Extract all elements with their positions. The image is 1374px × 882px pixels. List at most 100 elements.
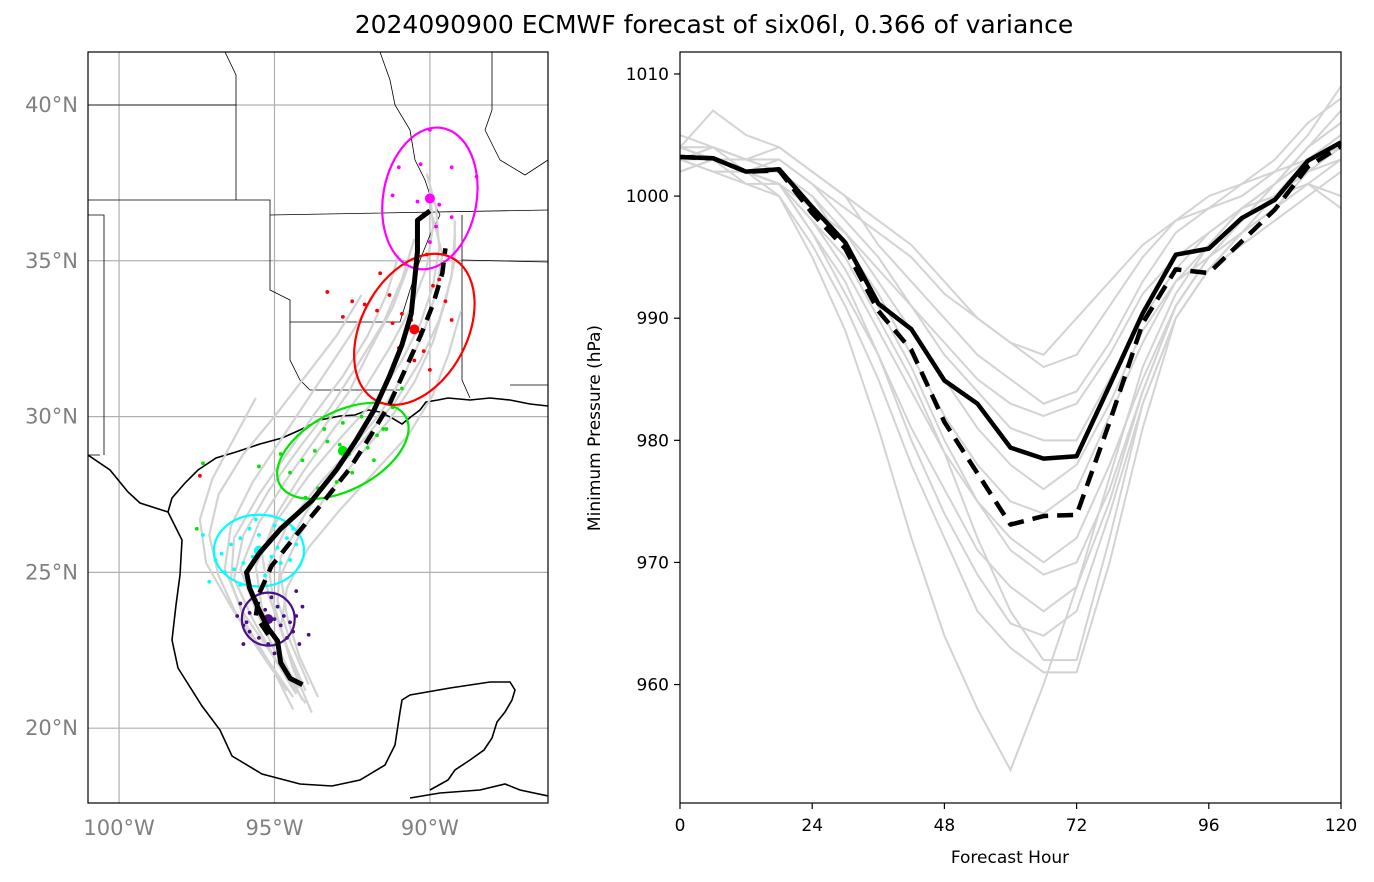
- member-point-24h: [278, 623, 283, 628]
- member-point-48h: [285, 536, 289, 541]
- member-point-120h: [427, 240, 432, 244]
- member-point-24h: [306, 632, 311, 637]
- member-point-96h: [449, 318, 454, 322]
- ensemble-pressure-line: [680, 134, 1341, 369]
- member-point-48h: [275, 545, 280, 550]
- ensemble-pressure-lines: [680, 85, 1341, 773]
- member-point-24h: [275, 604, 280, 609]
- map-borders: [88, 52, 548, 456]
- member-point-96h: [400, 311, 404, 316]
- map-gridlines: [88, 52, 548, 803]
- y-tick-label: 960: [637, 676, 669, 696]
- ellipse-center-96h: [409, 324, 420, 335]
- ensemble-pressure-line: [680, 134, 1341, 442]
- x-tick-label: 96: [1198, 816, 1220, 836]
- ensemble-pressure-line: [680, 158, 1341, 662]
- ensemble-pressure-line: [680, 146, 1341, 674]
- member-point-120h: [437, 202, 442, 207]
- member-point-96h: [443, 299, 448, 304]
- member-point-24h: [272, 617, 277, 622]
- ellipse-72h: [276, 401, 410, 501]
- x-tick-label: 0: [675, 816, 686, 836]
- member-point-120h: [396, 165, 401, 170]
- member-point-96h: [412, 358, 417, 363]
- figure-title: 2024090900 ECMWF forecast of six06l, 0.3…: [354, 10, 1074, 39]
- map-y-tick-label: 30°N: [25, 405, 78, 429]
- member-point-48h: [247, 526, 252, 531]
- dashed-pressure-line: [680, 144, 1341, 527]
- member-point-48h: [253, 517, 258, 522]
- member-point-48h: [201, 533, 205, 537]
- x-tick-label: 72: [1066, 816, 1088, 836]
- map-y-tick-label: 35°N: [25, 249, 78, 273]
- member-point-48h: [288, 558, 292, 562]
- map-x-tick-label: 100°W: [83, 816, 155, 840]
- map-coastlines: [88, 397, 548, 799]
- state-border-10: [484, 129, 548, 176]
- state-border-1: [88, 199, 548, 216]
- member-point-24h: [241, 642, 246, 646]
- gulf-coastline: [88, 454, 516, 791]
- member-point-72h: [365, 445, 370, 450]
- member-point-24h: [269, 595, 274, 600]
- member-point-48h: [207, 579, 212, 584]
- y-tick-label: 970: [637, 553, 669, 573]
- timeseries-frame: [679, 51, 1342, 804]
- map-y-tick-label: 25°N: [25, 560, 78, 584]
- forecast-tracks: [244, 208, 448, 687]
- member-point-72h: [201, 461, 205, 466]
- member-point-72h: [257, 464, 261, 469]
- y-axis-label: Minimum Pressure (hPa): [585, 325, 605, 531]
- member-point-96h: [197, 473, 202, 478]
- member-point-24h: [238, 601, 243, 606]
- track-map-panel: 100°W 95°W 90°W 20°N 25°N 30°N 35°N 40°N: [25, 51, 549, 840]
- state-border-9: [461, 259, 548, 263]
- x-tick-label: 48: [934, 816, 956, 836]
- ensemble-track: [229, 254, 400, 711]
- member-point-24h: [272, 651, 277, 656]
- member-point-48h: [263, 573, 268, 578]
- x-tick-label: 120: [1325, 816, 1357, 836]
- solid-pressure-line: [680, 140, 1341, 461]
- ensemble-pressure-line: [680, 158, 1341, 613]
- y-tick-label: 980: [637, 431, 669, 451]
- y-tick-label: 1000: [626, 187, 669, 207]
- member-point-24h: [294, 589, 299, 593]
- ensemble-track: [260, 189, 435, 682]
- ensemble-track: [279, 220, 456, 698]
- x-tick-label: 24: [801, 816, 823, 836]
- y-tick-label: 1010: [626, 65, 669, 85]
- member-point-96h: [325, 290, 330, 294]
- member-point-72h: [300, 458, 305, 463]
- member-point-24h: [263, 607, 268, 612]
- member-point-120h: [449, 165, 454, 170]
- ensemble-track: [198, 397, 288, 692]
- member-point-120h: [434, 224, 439, 229]
- member-point-24h: [235, 614, 240, 618]
- state-border-11: [484, 52, 493, 131]
- member-point-96h: [431, 283, 435, 288]
- member-point-48h: [269, 554, 274, 559]
- member-point-120h: [418, 162, 423, 167]
- ensemble-pressure-line: [680, 158, 1341, 515]
- member-point-48h: [278, 561, 283, 565]
- state-border-5: [88, 52, 237, 106]
- ensemble-member-positions: [194, 128, 479, 656]
- member-point-24h: [288, 620, 292, 625]
- ensemble-pressure-line: [680, 146, 1341, 637]
- map-axis-ticks: 100°W 95°W 90°W 20°N 25°N 30°N 35°N 40°N: [25, 93, 459, 840]
- ensemble-pressure-line: [680, 134, 1341, 576]
- member-point-48h: [272, 523, 277, 528]
- map-x-tick-label: 90°W: [401, 816, 459, 840]
- ensemble-pressure-line: [680, 158, 1341, 417]
- timeseries-axis-ticks: 0 24 48 72 96 120 960 970 980 990 1000 1010: [626, 65, 1357, 836]
- ensemble-pressure-line: [680, 109, 1341, 773]
- state-border-3: [269, 214, 441, 323]
- member-point-24h: [281, 614, 286, 618]
- map-frame: [87, 51, 549, 804]
- map-x-tick-label: 95°W: [245, 816, 303, 840]
- member-point-120h: [415, 199, 420, 204]
- y-tick-label: 990: [637, 309, 669, 329]
- member-point-72h: [288, 470, 292, 475]
- state-border-8: [461, 215, 471, 399]
